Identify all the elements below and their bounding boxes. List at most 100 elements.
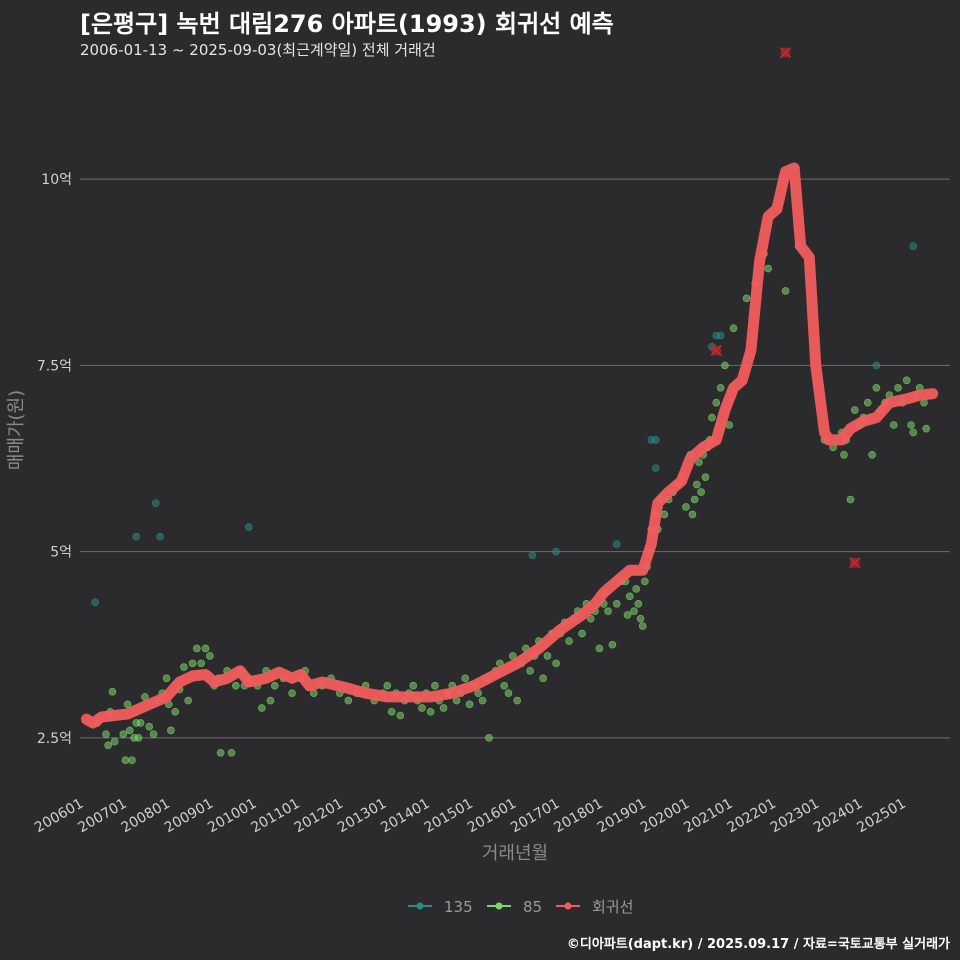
gridlines [80,178,950,739]
point-85 [478,696,487,705]
point-85 [688,510,697,519]
chart-title: [은평구] 녹번 대림276 아파트(1993) 회귀선 예측 [80,10,614,38]
point-85 [630,607,638,616]
point-85 [692,480,701,489]
x-tick-label: 200701 [75,796,129,837]
x-tick-label: 200601 [32,796,86,837]
point-85 [509,652,517,660]
point-85 [612,599,621,608]
x-tick-label: 202401 [811,796,865,837]
point-135 [91,598,99,607]
point-85 [134,734,143,742]
point-85 [634,599,643,608]
point-85 [708,413,716,422]
outlier-marker [779,46,792,59]
point-85 [608,640,617,649]
point-85 [206,652,214,660]
point-85 [504,689,513,697]
point-85 [894,383,902,392]
point-85 [201,644,210,653]
outlier-marker [710,344,722,357]
legend-item: 85 [487,898,542,916]
point-85 [636,614,645,623]
point-85 [889,421,898,429]
point-85 [902,376,911,385]
point-85 [868,450,876,459]
point-135 [132,532,141,541]
point-85 [344,696,353,705]
point-135 [651,464,660,473]
point-85 [682,503,690,511]
x-tick-label: 201101 [248,796,302,837]
point-85 [712,398,721,407]
x-tick-label: 201501 [422,796,476,837]
point-85 [721,361,729,370]
legend-key-dot [416,902,424,910]
point-85 [193,644,201,653]
point-85 [171,707,180,716]
point-85 [623,611,632,619]
point-85 [552,659,560,668]
point-85 [526,667,534,675]
x-tick-label: 201201 [292,796,346,837]
outlier-cross [779,46,792,59]
chart-subtitle: 2006-01-13 ~ 2025-09-03(최근계약일) 전체 거래건 [80,41,436,59]
x-tick-label: 201901 [595,796,649,837]
point-85 [123,700,132,709]
point-85 [638,622,647,630]
point-85 [136,719,145,727]
point-85 [145,722,154,731]
point-85 [701,473,710,481]
x-tick-label: 202001 [638,796,692,837]
point-85 [565,637,573,645]
point-85 [781,287,790,295]
x-axis-ticks: 2006012007012008012009012010012011012012… [32,796,909,837]
outlier-cross [710,344,722,357]
point-85 [465,700,474,709]
point-85 [543,652,552,660]
x-tick-label: 200901 [162,796,216,837]
point-85 [840,450,848,459]
point-85 [180,663,188,671]
point-85 [227,748,236,757]
point-85 [197,659,205,668]
point-85 [125,726,134,735]
point-85 [500,681,508,690]
x-tick-label: 201601 [465,796,519,837]
point-85 [409,681,418,690]
y-tick-label: 10억 [41,172,72,188]
point-85 [922,424,930,433]
point-85 [184,696,193,705]
point-85 [102,730,110,738]
y-axis-title: 매매가(원) [6,390,27,470]
x-axis-title: 거래년월 [482,843,548,864]
point-85 [863,398,872,407]
point-85 [474,689,483,697]
point-85 [595,644,604,653]
point-135 [156,532,164,541]
y-axis-ticks: 2.5억 5억 7.5억 10억 [37,172,72,747]
point-85 [729,324,738,332]
point-85 [426,707,435,716]
x-tick-label: 200801 [119,796,173,837]
legend: 135 85 회귀선 [408,898,633,916]
point-85 [625,592,634,601]
point-85 [641,577,649,586]
legend-label: 85 [523,898,542,916]
point-85 [232,681,240,690]
point-135 [716,331,725,340]
point-85 [270,681,279,690]
point-85 [431,681,439,690]
point-85 [909,428,918,437]
point-85 [716,383,725,392]
x-tick-label: 201001 [205,796,259,837]
y-tick-label: 2.5억 [37,731,72,747]
point-85 [742,294,751,303]
point-135 [872,361,881,370]
point-85 [104,741,112,750]
point-85 [578,629,586,638]
point-85 [387,707,396,716]
point-85 [461,674,470,683]
point-135 [528,551,537,560]
